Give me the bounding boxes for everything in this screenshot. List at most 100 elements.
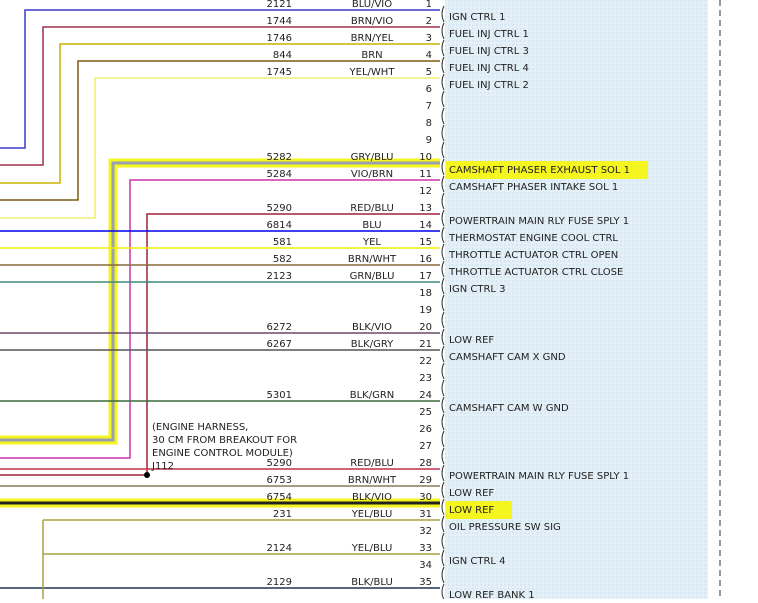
circuit-number: 6754 — [267, 492, 292, 503]
label-highlight — [446, 161, 648, 179]
pin-number: 19 — [419, 305, 432, 316]
circuit-number: 581 — [273, 237, 292, 248]
pin-function: FUEL INJ CTRL 2 — [449, 80, 529, 91]
circuit-number: 844 — [273, 50, 292, 61]
pin-function: POWERTRAIN MAIN RLY FUSE SPLY 1 — [449, 216, 629, 227]
pin-function: LOW REF BANK 1 — [449, 590, 535, 599]
splice-note: (ENGINE HARNESS, — [152, 422, 248, 433]
pin-socket — [441, 379, 445, 397]
circuit-number: 2121 — [267, 0, 292, 10]
pin-function: THERMOSTAT ENGINE COOL CTRL — [448, 233, 618, 244]
wire-color: BLK/GRY — [351, 339, 394, 350]
wire-color: BLU — [362, 220, 381, 231]
pin-number: 33 — [419, 543, 432, 554]
pin-number: 8 — [426, 118, 432, 129]
wire-color: RED/BLU — [350, 203, 394, 214]
wire-color: BLK/VIO — [352, 492, 392, 503]
wire-color: YEL — [362, 237, 381, 248]
pin-number: 29 — [419, 475, 432, 486]
wire-color: YEL/BLU — [351, 509, 393, 520]
pin-function: FUEL INJ CTRL 4 — [449, 63, 529, 74]
wire — [0, 77, 440, 219]
circuit-number: 5301 — [267, 390, 292, 401]
wire-color: BLU/VIO — [352, 0, 392, 10]
pin-number: 1 — [426, 0, 432, 10]
pin-socket — [441, 447, 445, 465]
pin-function: THROTTLE ACTUATOR CTRL OPEN — [448, 250, 618, 261]
pin-number: 30 — [419, 492, 432, 503]
circuit-number: 582 — [273, 254, 292, 265]
pin-socket — [441, 124, 445, 142]
circuit-number: 1745 — [267, 67, 292, 78]
pin-socket — [441, 345, 445, 363]
pin-socket — [441, 158, 445, 176]
circuit-number: 2123 — [267, 271, 292, 282]
splice-id: J112 — [151, 461, 174, 472]
wire-color: BLK/BLU — [351, 577, 393, 588]
pin-number: 7 — [426, 101, 432, 112]
wire-color: BRN/WHT — [348, 254, 397, 265]
pin-number: 4 — [426, 50, 432, 61]
wire — [0, 26, 440, 166]
wire-color: BRN/WHT — [348, 475, 397, 486]
pin-socket — [441, 209, 445, 227]
pin-function: IGN CTRL 4 — [449, 556, 506, 567]
wire — [0, 9, 440, 149]
splice-note: ENGINE CONTROL MODULE) — [152, 448, 293, 459]
pin-socket — [441, 90, 445, 108]
pin-number: 10 — [419, 152, 432, 163]
pin-socket — [441, 464, 445, 482]
circuit-number: 5282 — [267, 152, 292, 163]
wire-color: BRN/VIO — [351, 16, 393, 27]
circuit-number: 5290 — [267, 458, 292, 469]
pin-function: CAMSHAFT PHASER EXHAUST SOL 1 — [449, 165, 630, 176]
circuit-number: 6267 — [267, 339, 292, 350]
pin-function: LOW REF — [449, 488, 494, 499]
pin-number: 28 — [419, 458, 432, 469]
circuit-number: 6753 — [267, 475, 292, 486]
pin-number: 12 — [419, 186, 432, 197]
circuit-number: 1744 — [267, 16, 292, 27]
pin-number: 13 — [419, 203, 432, 214]
pin-number: 15 — [419, 237, 432, 248]
wire — [0, 179, 440, 459]
splice-note: 30 CM FROM BREAKOUT FOR — [152, 435, 297, 446]
wire-color: BLK/VIO — [352, 322, 392, 333]
circuit-number: 5290 — [267, 203, 292, 214]
wire-color: RED/BLU — [350, 458, 394, 469]
pin-number: 25 — [419, 407, 432, 418]
wire — [0, 213, 440, 476]
pin-number: 34 — [419, 560, 432, 571]
pin-number: 17 — [419, 271, 432, 282]
pin-function: FUEL INJ CTRL 3 — [449, 46, 529, 57]
wire — [0, 43, 440, 184]
pin-number: 32 — [419, 526, 432, 537]
wire-color: YEL/BLU — [351, 543, 393, 554]
pin-number: 5 — [426, 67, 432, 78]
pin-function: IGN CTRL 3 — [449, 284, 506, 295]
pin-socket — [441, 396, 445, 414]
pin-function: OIL PRESSURE SW SIG — [449, 522, 561, 533]
pin-socket — [441, 481, 445, 499]
pin-number: 11 — [419, 169, 432, 180]
pin-number: 27 — [419, 441, 432, 452]
circuit-number: 5284 — [267, 169, 292, 180]
wire-color: GRY/BLU — [351, 152, 394, 163]
pin-number: 23 — [419, 373, 432, 384]
pin-number: 16 — [419, 254, 432, 265]
wires: 2121 BLU/VIO IGN CTRL 1 1 1744 BRN/VIO FUEL IN… — [0, 0, 648, 601]
pin-function: IGN CTRL 1 — [449, 12, 506, 23]
circuit-number: 6272 — [267, 322, 292, 333]
wire-color: GRN/BLU — [350, 271, 395, 282]
pin-socket — [441, 56, 445, 74]
circuit-number: 2129 — [267, 577, 292, 588]
pin-number: 6 — [426, 84, 432, 95]
pin-number: 18 — [419, 288, 432, 299]
pin-number: 3 — [426, 33, 432, 44]
pin-socket — [441, 430, 445, 448]
wire-color: BLK/GRN — [350, 390, 395, 401]
pin-socket — [441, 39, 445, 57]
pin-socket — [441, 294, 445, 312]
pin-socket — [441, 22, 445, 40]
